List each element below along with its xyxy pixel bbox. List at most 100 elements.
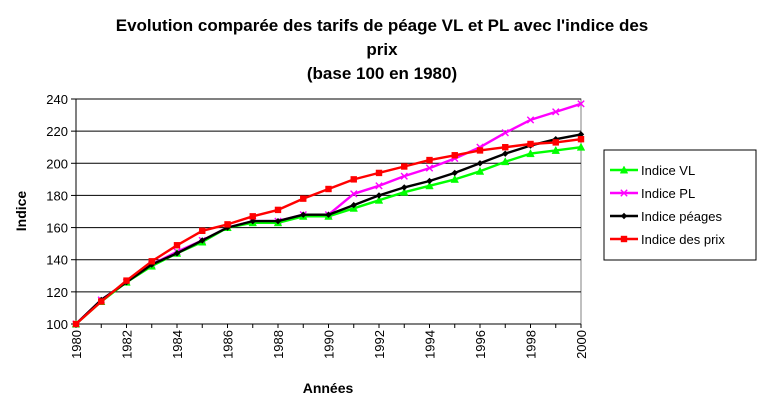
legend-label: Indice péages [641,209,722,224]
legend-entry: Indice VL [610,163,695,178]
chart-title: Evolution comparée des tarifs de péage V… [116,16,649,83]
legend-label: Indice PL [641,186,695,201]
data-point [426,156,433,164]
chart-title-line-1: Evolution comparée des tarifs de péage V… [116,16,649,35]
data-point [300,195,307,202]
x-tick-label: 1992 [372,330,387,359]
y-tick-label: 220 [46,124,68,139]
data-point [425,164,434,172]
data-point [199,227,206,234]
y-tick-label: 160 [46,221,68,236]
data-point [476,147,484,154]
data-point [502,150,509,157]
x-marker-stroke [425,164,434,172]
data-point [123,277,130,284]
x-tick-label: 2000 [574,330,589,359]
x-marker-stroke [375,182,383,190]
data-point [401,184,408,191]
data-point [249,213,256,220]
legend: Indice VL Indice PL Indice péages Indice de… [603,149,757,261]
x-marker-stroke [526,116,535,124]
legend-marker [620,189,628,197]
x-axis-title: Années [303,380,354,396]
data-point [98,298,105,305]
legend-entry: Indice péages [610,209,722,224]
y-axis-title: Indice [13,191,29,232]
x-tick-label: 1996 [473,330,488,359]
data-point [577,131,585,138]
data-point [350,201,357,209]
x-axis-ticks: 1980 1982 1984 1986 1988 1990 1992 1994 1996 1998… [69,323,589,359]
data-point [375,169,383,177]
x-tick-label: 1998 [524,330,539,359]
data-point [300,211,307,218]
x-tick-label: 1988 [271,330,286,359]
data-point [501,157,510,166]
data-point [375,192,383,199]
data-point [274,217,282,225]
data-point [526,149,535,158]
data-point [426,177,433,185]
series-lines [71,100,586,328]
x-marker-stroke [501,129,509,137]
x-marker-stroke [400,172,408,180]
legend-marker [620,235,628,243]
legend-marker [619,165,629,174]
x-tick-label: 1990 [322,330,337,359]
data-point [527,140,534,148]
y-tick-label: 140 [46,253,68,268]
legend-entry: Indice PL [610,186,695,201]
data-point [350,190,358,198]
data-point [425,181,434,190]
data-point [224,221,231,228]
x-marker-stroke [577,100,585,108]
data-point [476,160,484,167]
legend-label: Indice des prix [641,232,725,247]
data-point [577,135,585,143]
data-point [249,217,256,225]
y-axis-ticks: 100 120 140 160 180 200 220 240 [46,92,77,332]
legend-entry: Indice des prix [610,232,725,247]
data-point [450,174,459,183]
data-point [400,172,408,180]
data-point [526,116,535,124]
data-point [401,163,408,170]
data-point [173,242,181,249]
x-marker-stroke [350,190,358,198]
data-point [148,258,155,265]
data-point [374,195,384,204]
data-point [274,206,282,214]
data-point [552,139,559,146]
y-tick-label: 180 [46,188,68,203]
x-tick-label: 1986 [221,330,236,359]
x-tick-label: 1982 [120,330,135,359]
y-tick-label: 100 [46,317,68,332]
legend-box [603,149,757,261]
data-point [451,169,458,177]
x-tick-label: 1984 [170,330,185,359]
x-tick-label: 1980 [69,330,84,359]
y-tick-label: 240 [46,92,68,107]
chart-title-line-2: prix [366,40,398,59]
data-point [551,145,560,154]
data-point [72,320,80,328]
data-point [451,152,458,159]
data-point [501,129,509,137]
data-point [325,211,332,218]
data-point [199,237,206,244]
x-marker-stroke [620,189,628,197]
data-point [375,182,383,190]
data-point [576,142,586,151]
x-marker-stroke [552,108,560,116]
data-point [475,166,485,175]
chart-title-line-3: (base 100 en 1980) [307,64,457,83]
data-point [350,176,357,183]
legend-marker [620,212,628,220]
data-point [325,185,332,193]
x-tick-label: 1994 [423,330,438,359]
data-point [552,108,560,116]
y-tick-label: 120 [46,285,68,300]
data-point [577,100,585,108]
data-point [173,250,181,257]
